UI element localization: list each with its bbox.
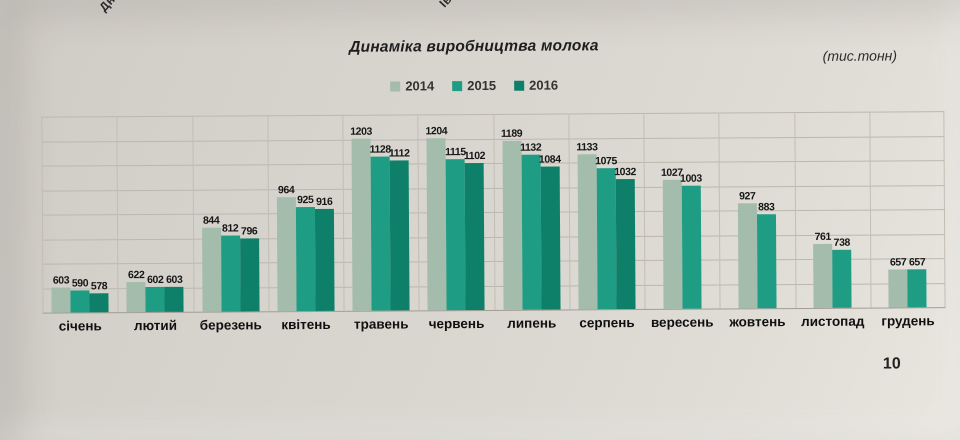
bar-2015-жовтень	[756, 214, 777, 309]
bar-value-label: 622	[128, 269, 145, 282]
month-label-3: березень	[199, 317, 262, 333]
chart-legend: 2014 2015 2016	[0, 75, 949, 96]
bar-2016-березень	[239, 238, 260, 312]
legend-item-2015: 2015	[452, 78, 496, 93]
month-label-4: квітень	[281, 316, 331, 333]
bar-2015-листопад	[832, 249, 852, 308]
month-label-7: липень	[507, 315, 557, 331]
month-label-2: лютий	[133, 317, 178, 334]
legend-swatch	[514, 80, 525, 91]
chart-title: Динаміка виробництва молока	[349, 37, 599, 56]
bar-2015-грудень	[907, 268, 927, 308]
gridline	[943, 111, 946, 308]
bar-value-label: 883	[758, 201, 775, 214]
bar-2015-травень	[370, 156, 391, 311]
bar-2014-серпень	[577, 154, 598, 310]
legend-label: 2014	[405, 78, 435, 94]
bar-value-label: 1112	[388, 147, 410, 160]
bar-2014-липень	[502, 140, 523, 310]
page-number: 10	[882, 355, 901, 373]
month-label-6: червень	[428, 315, 485, 332]
month-label-11: листопад	[801, 313, 865, 330]
bar-value-label: 738	[833, 236, 850, 249]
bar-value-label: 578	[90, 280, 108, 293]
cropped-rotated-label: Іван	[436, 0, 464, 10]
month-label-9: вересень	[650, 314, 714, 330]
bar-value-label: 812	[221, 222, 239, 235]
bar-2016-червень	[465, 162, 485, 311]
bar-2015-лютий	[145, 286, 165, 313]
bar-2015-серпень	[596, 168, 617, 310]
bar-2015-вересень	[681, 185, 702, 309]
bar-2016-квітень	[314, 208, 335, 312]
legend-item-2016: 2016	[514, 78, 558, 93]
bar-2015-липень	[521, 154, 542, 310]
bar-2014-грудень	[888, 268, 908, 308]
bar-2014-квітень	[276, 197, 297, 312]
month-label-12: грудень	[881, 313, 935, 329]
bar-2016-серпень	[615, 178, 636, 310]
bar-2014-жовтень	[737, 203, 758, 309]
bar-value-label: 925	[297, 193, 314, 206]
bar-2014-червень	[426, 137, 447, 311]
bar-value-label: 1115	[445, 146, 466, 159]
bar-2014-лютий	[126, 282, 146, 313]
bar-2015-квітень	[295, 206, 316, 312]
legend-swatch	[452, 80, 463, 91]
bar-value-label: 603	[166, 273, 183, 286]
bar-value-label: 603	[52, 274, 70, 287]
bar-value-label: 1132	[520, 141, 542, 154]
legend-item-2014: 2014	[390, 78, 434, 93]
bar-value-label: 844	[202, 214, 220, 227]
month-label-10: жовтень	[729, 314, 786, 330]
month-label-5: травень	[353, 316, 409, 332]
bar-value-label: 761	[814, 230, 831, 244]
bar-2015-березень	[220, 235, 241, 312]
plot-area: 603 590 578 622 602 603 844 812 796 964 925 916 1203…	[41, 111, 946, 314]
legend-swatch	[390, 80, 401, 92]
bar-2015-червень	[446, 159, 466, 311]
bar-value-label: 1204	[425, 124, 448, 137]
bar-value-label: 1189	[500, 127, 523, 141]
bar-2014-листопад	[813, 243, 833, 308]
bar-value-label: 657	[908, 255, 926, 268]
month-label-1: січень	[58, 318, 102, 334]
unit-label: (тис.тонн)	[822, 47, 898, 64]
bar-value-label: 1003	[679, 172, 702, 185]
bar-value-label: 1102	[463, 149, 486, 162]
legend-label: 2016	[529, 77, 559, 93]
bar-2016-лютий	[164, 286, 184, 312]
bar-value-label: 1084	[538, 153, 561, 166]
bar-value-label: 1128	[369, 143, 391, 156]
bar-value-label: 916	[316, 195, 333, 209]
bar-2016-травень	[389, 160, 410, 311]
bar-2015-січень	[70, 290, 90, 313]
bar-value-label: 1032	[614, 165, 637, 178]
bar-value-label: 796	[240, 225, 258, 238]
bar-value-label: 1133	[576, 141, 598, 154]
legend-label: 2015	[467, 77, 497, 94]
x-axis-labels: січень лютий березень квітень травень червень…	[43, 313, 946, 334]
bar-2016-липень	[540, 166, 561, 310]
bar-2014-вересень	[662, 179, 683, 309]
bar-value-label: 657	[889, 255, 907, 269]
bar-value-label: 927	[739, 190, 756, 203]
bar-2014-січень	[51, 287, 71, 313]
bar-2016-січень	[89, 293, 109, 313]
bar-value-label: 964	[277, 184, 295, 197]
bar-value-label: 1203	[350, 125, 373, 138]
bar-2014-травень	[351, 138, 372, 311]
bar-2014-березень	[201, 227, 222, 312]
cropped-rotated-label: Дніпр	[96, 0, 131, 14]
bar-value-label: 590	[71, 277, 89, 290]
bar-value-label: 602	[147, 273, 164, 287]
month-label-8: серпень	[579, 315, 635, 331]
